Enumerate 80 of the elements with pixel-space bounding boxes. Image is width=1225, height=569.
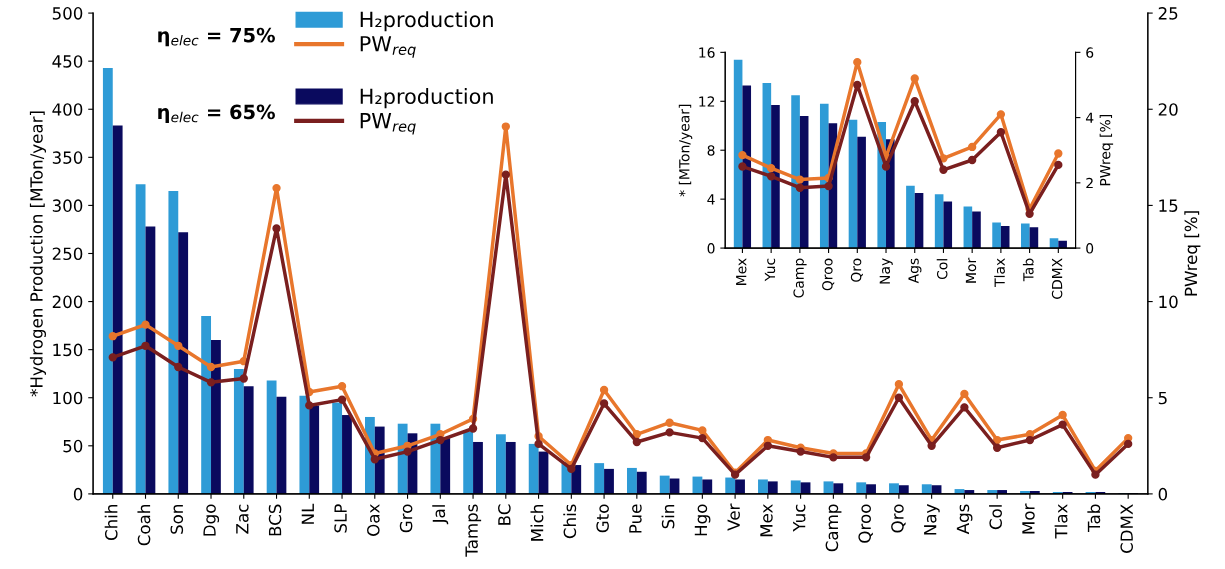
x-tick-label: Qro bbox=[850, 258, 863, 282]
x-tick-label: Mich bbox=[530, 505, 544, 541]
y2-axis-title: PWreq [%] bbox=[1184, 211, 1201, 296]
y2-tick-label: 10 bbox=[1159, 295, 1178, 309]
y-tick-label: 0 bbox=[73, 487, 83, 501]
y-tick-label: 250 bbox=[52, 247, 83, 261]
x-tick-label: Zac bbox=[236, 504, 249, 534]
y-axis-title: *Hydrogen Production [MTon/year] bbox=[29, 111, 47, 397]
legend-label: PW$_{req}$ bbox=[360, 36, 416, 58]
y2-tick-label: 2 bbox=[1086, 177, 1093, 189]
annotation: η$_{elec}$ = 75% bbox=[158, 27, 275, 47]
y-tick-label: 350 bbox=[52, 151, 83, 164]
y-tick-label: 200 bbox=[52, 295, 83, 309]
y-tick-label: 450 bbox=[52, 55, 83, 68]
x-tick-label: Hgo bbox=[694, 504, 711, 536]
x-tick-label: BC bbox=[498, 504, 511, 525]
legend-label: H₂production bbox=[360, 87, 493, 109]
x-tick-label: Camp bbox=[825, 504, 842, 552]
y-tick-label: 0 bbox=[707, 243, 715, 254]
x-tick-label: Yuc bbox=[764, 258, 776, 282]
x-tick-label: Qroo bbox=[822, 258, 835, 291]
x-tick-label: Pue bbox=[629, 504, 642, 533]
x-tick-label: Gto bbox=[596, 504, 609, 533]
y2-tick-label: 25 bbox=[1158, 7, 1178, 20]
x-tick-label: Gro bbox=[399, 504, 413, 533]
y2-tick-label: 4 bbox=[1085, 112, 1094, 123]
x-tick-label: Nay bbox=[879, 258, 893, 284]
x-tick-label: CDMX bbox=[1120, 504, 1134, 553]
x-tick-label: Qro bbox=[891, 504, 906, 533]
y-tick-label: 100 bbox=[53, 391, 83, 405]
legend-label: PW$_{req}$ bbox=[360, 112, 416, 135]
x-tick-label: Jal bbox=[432, 505, 449, 525]
y-tick-label: 150 bbox=[53, 343, 83, 357]
x-tick-label: Chih bbox=[104, 505, 118, 541]
x-tick-label: BCS bbox=[268, 504, 282, 536]
x-tick-label: Mex bbox=[736, 258, 747, 285]
x-tick-label: Tab bbox=[1087, 504, 1101, 532]
x-tick-label: Col bbox=[936, 259, 948, 280]
y-tick-label: 8 bbox=[707, 145, 715, 156]
annotation: η$_{elec}$ = 65% bbox=[158, 104, 275, 124]
x-tick-label: Ver bbox=[727, 503, 740, 531]
y-tick-label: 16 bbox=[699, 47, 715, 58]
y-axis-title: * [MTon/year] bbox=[678, 104, 693, 197]
x-tick-label: Ags bbox=[908, 258, 922, 284]
x-tick-label: Camp bbox=[793, 258, 807, 298]
x-tick-label: Dgo bbox=[203, 504, 220, 536]
x-tick-label: SLP bbox=[334, 504, 347, 533]
y-tick-label: 400 bbox=[52, 103, 83, 116]
y2-tick-label: 15 bbox=[1159, 199, 1178, 212]
x-tick-label: Qroo bbox=[858, 504, 873, 543]
x-tick-label: Mor bbox=[1022, 503, 1035, 534]
legend-label: H₂production bbox=[360, 11, 493, 32]
x-tick-label: Tamps bbox=[465, 504, 482, 557]
x-tick-label: Col bbox=[989, 505, 1002, 530]
y2-tick-label: 20 bbox=[1158, 103, 1178, 116]
x-tick-label: Oax bbox=[367, 504, 380, 536]
y-tick-label: 50 bbox=[63, 439, 83, 453]
y2-tick-label: 0 bbox=[1158, 487, 1168, 501]
x-tick-label: Mex bbox=[760, 504, 773, 537]
x-tick-label: Tlax bbox=[1054, 504, 1068, 539]
x-tick-label: Ags bbox=[956, 504, 973, 535]
x-tick-label: Tlax bbox=[994, 258, 1005, 287]
y-tick-label: 300 bbox=[52, 199, 83, 212]
x-tick-label: NL bbox=[301, 503, 314, 524]
x-tick-label: Tab bbox=[1022, 258, 1034, 282]
x-tick-label: Son bbox=[170, 505, 184, 534]
x-tick-label: Mor bbox=[965, 257, 977, 283]
x-tick-label: CDMX bbox=[1051, 258, 1063, 299]
y-tick-label: 12 bbox=[699, 96, 715, 107]
y2-tick-label: 0 bbox=[1086, 243, 1094, 254]
x-tick-label: Sin bbox=[661, 505, 675, 529]
y-tick-label: 500 bbox=[52, 7, 83, 20]
x-tick-label: Yuc bbox=[793, 504, 806, 532]
x-tick-label: Nay bbox=[924, 504, 940, 535]
y-tick-label: 4 bbox=[707, 194, 715, 205]
y2-tick-label: 5 bbox=[1158, 391, 1167, 405]
x-tick-label: Chis bbox=[563, 504, 577, 539]
x-tick-label: Coah bbox=[137, 505, 151, 546]
y2-axis-title: PWreq [%] bbox=[1099, 115, 1114, 186]
y2-tick-label: 6 bbox=[1086, 47, 1094, 58]
